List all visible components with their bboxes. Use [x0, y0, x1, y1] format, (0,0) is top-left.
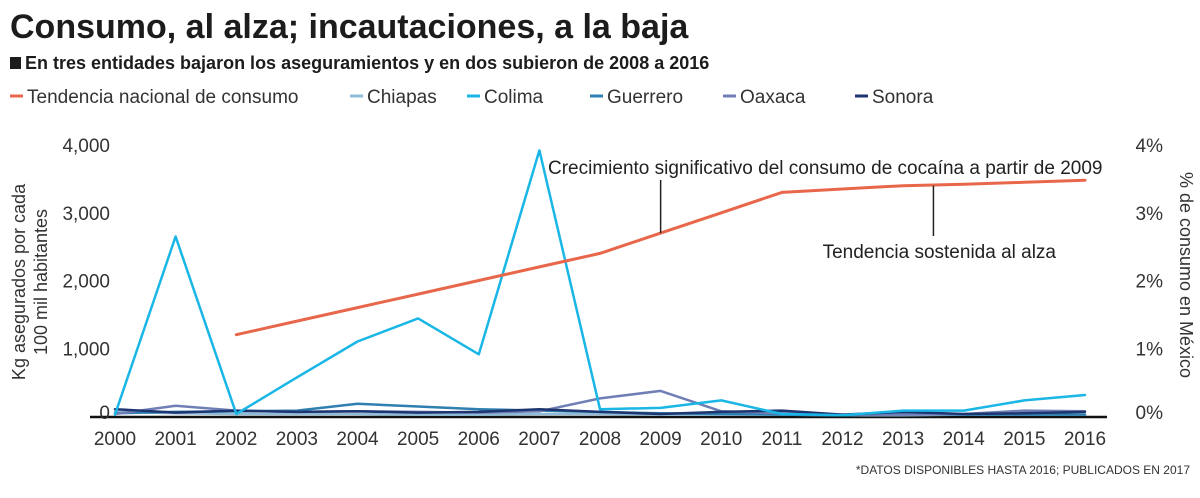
x-tick-label: 2012 [821, 429, 863, 450]
x-tick-label: 2013 [882, 429, 924, 450]
y-left-axis-label-line2: 100 mil habitantes [31, 209, 51, 355]
legend-label-guerrero: Guerrero [607, 87, 683, 108]
y-right-axis-label: % de consumo en México [1176, 172, 1196, 378]
x-tick-label: 2010 [700, 429, 742, 450]
y-left-tick-label: 2,000 [62, 272, 110, 293]
x-tick-label: 2008 [579, 429, 621, 450]
y-left-tick-label: 4,000 [62, 136, 110, 157]
x-tick-label: 2005 [397, 429, 439, 450]
x-tick-label: 2000 [94, 429, 136, 450]
series-line-trend [234, 178, 1087, 337]
y-left-tick-label: 1,000 [62, 339, 110, 360]
legend-label-sonora: Sonora [872, 87, 934, 108]
annotations: Crecimiento significativo del consumo de… [548, 158, 1102, 263]
legend-label-oaxaca: Oaxaca [740, 87, 806, 108]
axes: 0 1,000 2,000 3,000 4,000 0% 1% 2% 3% 4% 2000 2001 2… [9, 136, 1196, 450]
x-tick-label: 2015 [1003, 429, 1045, 450]
x-tick-label: 2011 [761, 429, 802, 450]
legend-label-colima: Colima [484, 87, 544, 108]
y-right-tick-label: 2% [1136, 272, 1164, 293]
y-right-tick-label: 1% [1136, 339, 1164, 360]
y-left-axis-label-line1: Kg asegurados por cada [9, 183, 29, 380]
x-tick-label: 2009 [639, 429, 681, 450]
subtitle-marker [10, 57, 21, 69]
y-left-tick-label: 0 [99, 403, 110, 424]
series-layer [113, 149, 1087, 417]
x-tick-label: 2004 [336, 429, 379, 450]
legend: Tendencia nacional de consumo Chiapas Coli… [10, 87, 934, 108]
legend-label-chiapas: Chiapas [367, 87, 437, 108]
x-tick-label: 2002 [215, 429, 257, 450]
x-tick-label: 2014 [943, 429, 986, 450]
chart-subtitle: En tres entidades bajaron los aseguramie… [25, 53, 709, 73]
y-right-tick-label: 3% [1136, 204, 1164, 225]
y-right-tick-label: 4% [1136, 136, 1164, 157]
y-right-tick-label: 0% [1136, 403, 1164, 424]
annotation-growth: Crecimiento significativo del consumo de… [548, 158, 1102, 179]
annotation-sustained: Tendencia sostenida al alza [823, 242, 1057, 263]
legend-label-trend: Tendencia nacional de consumo [27, 87, 298, 108]
x-tick-label: 2003 [276, 429, 318, 450]
x-tick-label: 2007 [518, 429, 560, 450]
y-left-tick-label: 3,000 [62, 204, 110, 225]
x-tick-label: 2001 [154, 429, 196, 450]
footnote: *DATOS DISPONIBLES HASTA 2016; PUBLICADO… [856, 463, 1190, 477]
series-line-colima [113, 149, 1087, 417]
x-tick-label: 2006 [458, 429, 500, 450]
series-line-sonora [113, 407, 1087, 416]
chart-title: Consumo, al alza; incautaciones, a la ba… [10, 8, 689, 46]
x-tick-label: 2016 [1064, 429, 1106, 450]
